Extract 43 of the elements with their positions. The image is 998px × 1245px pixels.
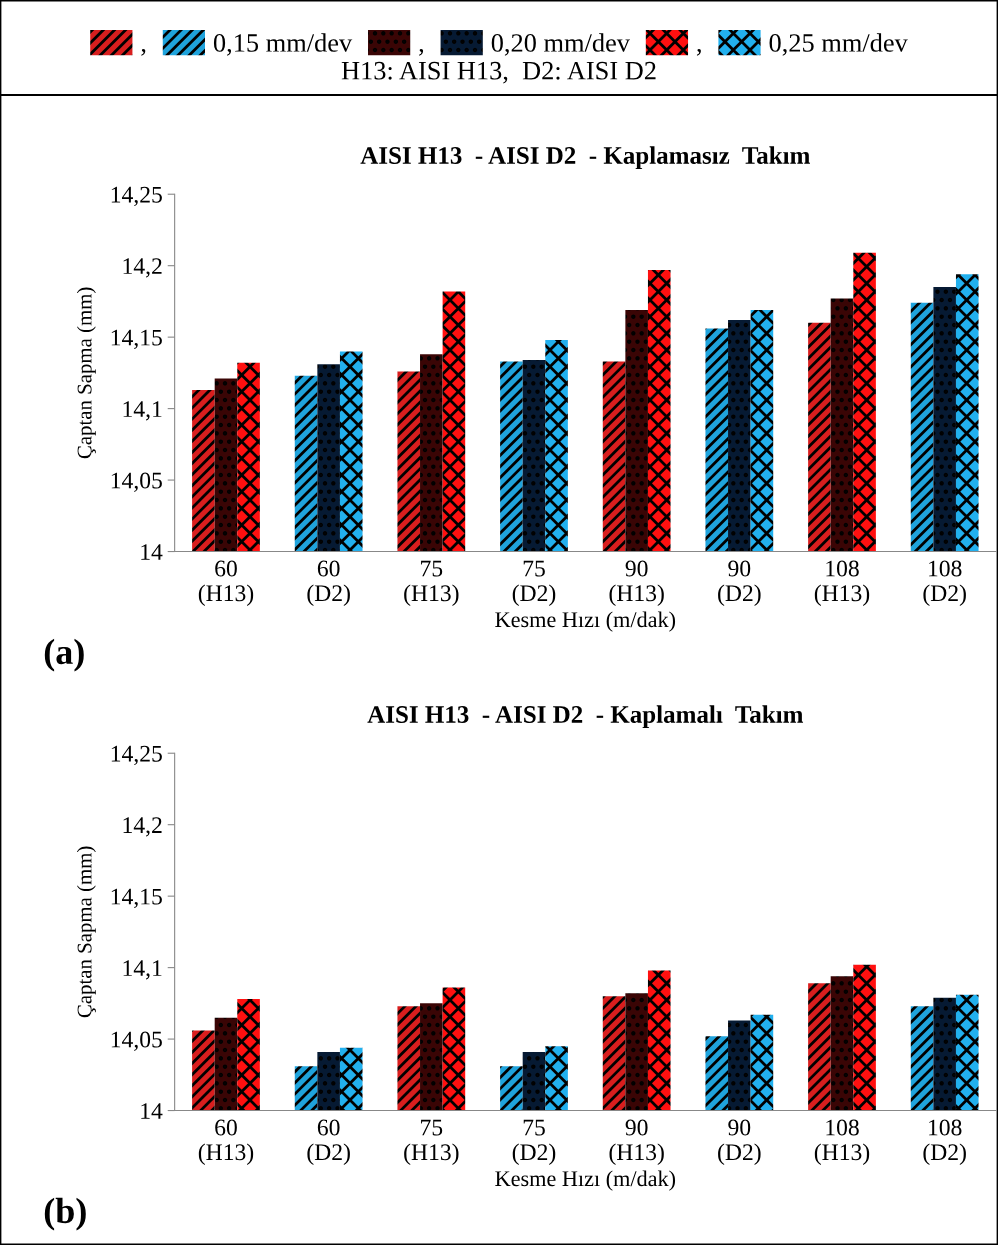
y-tick-label: 14,25 <box>111 745 162 766</box>
chart-title: AISI H13 - AISI D2 - Kaplamalı Takım <box>367 705 804 728</box>
legend-label: 0,20 mm/dev <box>491 33 630 56</box>
x-tick-label: 60 (H13) <box>198 1119 254 1165</box>
chart-title: AISI H13 - AISI D2 - Kaplamasız Takım <box>360 146 810 169</box>
y-tick-label: 14 <box>141 544 163 560</box>
x-tick-label: 90 (D2) <box>718 560 761 606</box>
y-tick-label: 14,15 <box>111 888 162 908</box>
y-tick-label: 14,25 <box>111 186 162 207</box>
x-tick-label: 75 (D2) <box>512 560 556 606</box>
y-tick-label: 14,1 <box>123 401 162 421</box>
text: (b) <box>44 1197 86 1231</box>
x-tick-label: 90 (H13) <box>609 560 664 606</box>
x-tick-label: 90 (D2) <box>718 1119 761 1165</box>
x-tick-label: 108 (H13) <box>814 560 870 606</box>
x-tick-label: 60 (D2) <box>307 1119 350 1165</box>
x-tick-label: 108 (D2) <box>923 1119 966 1165</box>
y-tick-label: 14,15 <box>111 329 162 349</box>
text: H13: AISI H13, D2: AISI D2 <box>341 61 656 84</box>
x-tick-label: 60 (D2) <box>307 560 350 606</box>
x-tick-label: 108 (H13) <box>814 1119 870 1165</box>
y-tick-label: 14,1 <box>123 960 162 980</box>
x-tick-label: 75 (D2) <box>512 1119 556 1165</box>
x-tick-label: 60 (H13) <box>198 560 254 606</box>
x-axis-title: Kesme Hızı (m/dak) <box>495 611 676 632</box>
x-tick-label: 75 (H13) <box>404 560 459 606</box>
y-axis-title: Çaptan Sapma (mm) <box>76 287 96 459</box>
y-tick-label: 14,05 <box>111 472 162 492</box>
text: , <box>696 48 701 56</box>
x-tick-label: 90 (H13) <box>609 1119 664 1165</box>
y-tick-label: 14,05 <box>111 1031 162 1051</box>
y-tick-label: 14,2 <box>123 258 162 278</box>
y-axis-title: Çaptan Sapma (mm) <box>76 846 96 1018</box>
text: (a) <box>44 638 84 672</box>
x-tick-label: 75 (H13) <box>404 1119 459 1165</box>
legend-label: 0,15 mm/dev <box>213 33 353 56</box>
y-tick-label: 14,2 <box>123 817 162 837</box>
x-axis-title: Kesme Hızı (m/dak) <box>495 1170 676 1191</box>
y-tick-label: 14 <box>141 1103 163 1119</box>
text: , <box>419 48 424 56</box>
x-tick-label: 108 (D2) <box>923 560 966 606</box>
text: , <box>141 48 146 56</box>
legend-label: 0,25 mm/dev <box>769 33 908 56</box>
